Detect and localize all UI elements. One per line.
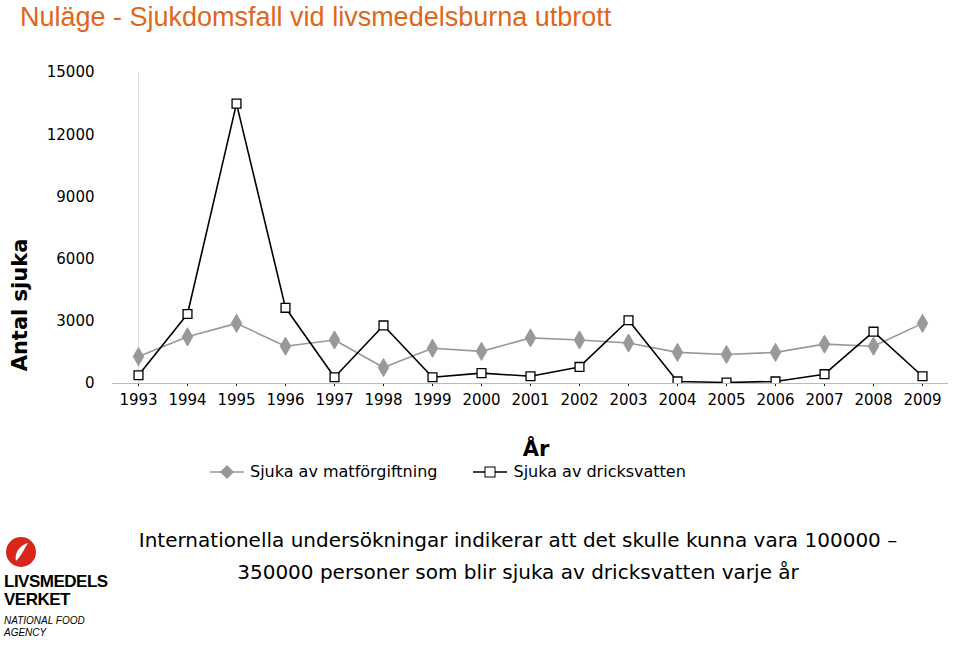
html-text:Sjuka av dricksvatten: Sjuka av dricksvatten bbox=[513, 462, 686, 481]
html-text:År: År bbox=[522, 437, 550, 461]
svg-text:2001: 2001 bbox=[511, 391, 549, 409]
svg-text:1995: 1995 bbox=[217, 391, 255, 409]
svg-text:1994: 1994 bbox=[168, 391, 206, 409]
svg-text:2005: 2005 bbox=[707, 391, 745, 409]
html-text:Internationella undersökningar: Internationella undersökningar indikerar… bbox=[138, 528, 898, 552]
html-text:VERKET: VERKET bbox=[4, 590, 70, 609]
html-text:350000 personer som blir sjuka: 350000 personer som blir sjuka av dricks… bbox=[237, 560, 799, 584]
svg-text:9000: 9000 bbox=[56, 188, 94, 206]
svg-text:2007: 2007 bbox=[805, 391, 843, 409]
svg-text:2009: 2009 bbox=[903, 391, 941, 409]
svg-text:2004: 2004 bbox=[658, 391, 696, 409]
html-text:Antal sjuka: Antal sjuka bbox=[8, 238, 32, 372]
svg-text:2003: 2003 bbox=[609, 391, 647, 409]
svg-text:3000: 3000 bbox=[56, 312, 94, 330]
svg-text:2006: 2006 bbox=[756, 391, 794, 409]
svg-text:6000: 6000 bbox=[56, 250, 94, 268]
svg-text:15000: 15000 bbox=[47, 63, 95, 81]
html-text:AGENCY: AGENCY bbox=[4, 627, 47, 638]
svg-text:1997: 1997 bbox=[315, 391, 353, 409]
svg-text:1998: 1998 bbox=[364, 391, 402, 409]
html-text:Sjuka av matförgiftning: Sjuka av matförgiftning bbox=[250, 462, 438, 481]
svg-text:12000: 12000 bbox=[47, 126, 95, 144]
svg-text:0: 0 bbox=[85, 374, 95, 392]
svg-text:2002: 2002 bbox=[560, 391, 598, 409]
svg-text:1993: 1993 bbox=[119, 391, 157, 409]
html-text:Nuläge - Sjukdomsfall vid livs: Nuläge - Sjukdomsfall vid livsmedelsburn… bbox=[20, 2, 612, 32]
html-text:LIVSMEDELS: LIVSMEDELS bbox=[4, 572, 108, 591]
svg-text:1996: 1996 bbox=[266, 391, 304, 409]
svg-text:2008: 2008 bbox=[854, 391, 892, 409]
svg-text:1999: 1999 bbox=[413, 391, 451, 409]
svg-text:2000: 2000 bbox=[462, 391, 500, 409]
html-text:NATIONAL FOOD: NATIONAL FOOD bbox=[4, 615, 85, 626]
